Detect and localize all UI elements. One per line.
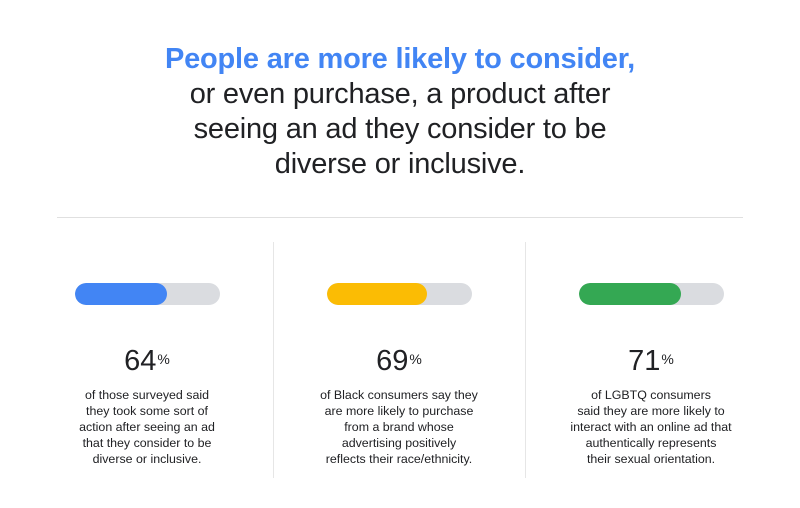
progress-bar-fill bbox=[326, 283, 427, 305]
description-line: authentically represents bbox=[585, 436, 717, 450]
progress-bar-fill bbox=[578, 283, 682, 305]
stat-description: of LGBTQ consumers said they are more li… bbox=[526, 387, 776, 467]
description-line: reflects their race/ethnicity. bbox=[325, 452, 473, 466]
description-line: advertising positively bbox=[341, 436, 457, 450]
description-line: that they consider to be bbox=[82, 436, 212, 450]
progress-bar-track bbox=[578, 283, 724, 305]
stat-number: 69 bbox=[376, 345, 409, 377]
stat-block-1: 64% of those surveyed said they took som… bbox=[22, 283, 272, 467]
description-line: interact with an online ad that bbox=[570, 420, 732, 434]
description-line: of LGBTQ consumers bbox=[591, 388, 711, 402]
headline: People are more likely to consider, or e… bbox=[0, 42, 800, 182]
headline-accent: People are more likely to consider, bbox=[164, 43, 636, 75]
stat-number: 64 bbox=[124, 345, 157, 377]
description-line: of those surveyed said bbox=[85, 388, 209, 402]
stat-unit: % bbox=[157, 351, 170, 367]
description-line: their sexual orientation. bbox=[586, 452, 716, 466]
stat-description: of those surveyed said they took some so… bbox=[22, 387, 272, 467]
headline-line-4: diverse or inclusive. bbox=[274, 148, 526, 180]
progress-bar-track bbox=[74, 283, 220, 305]
vertical-divider-1 bbox=[273, 242, 274, 478]
description-line: they took some sort of bbox=[86, 404, 208, 418]
description-line: are more likely to purchase bbox=[324, 404, 474, 418]
stat-block-3: 71% of LGBTQ consumers said they are mor… bbox=[526, 283, 776, 467]
headline-line-2: or even purchase, a product after bbox=[189, 78, 611, 110]
progress-bar-fill bbox=[74, 283, 168, 305]
stat-value: 69% bbox=[274, 345, 524, 377]
stat-description: of Black consumers say they are more lik… bbox=[274, 387, 524, 467]
vertical-divider-2 bbox=[525, 242, 526, 478]
description-line: action after seeing an ad bbox=[79, 420, 215, 434]
description-line: from a brand whose bbox=[344, 420, 454, 434]
horizontal-divider bbox=[57, 217, 743, 218]
description-line: of Black consumers say they bbox=[320, 388, 478, 402]
stat-block-2: 69% of Black consumers say they are more… bbox=[274, 283, 524, 467]
progress-bar-track bbox=[326, 283, 472, 305]
description-line: diverse or inclusive. bbox=[92, 452, 202, 466]
stat-unit: % bbox=[661, 351, 674, 367]
stat-value: 64% bbox=[22, 345, 272, 377]
stat-value: 71% bbox=[526, 345, 776, 377]
stat-number: 71 bbox=[628, 345, 661, 377]
stat-unit: % bbox=[409, 351, 422, 367]
description-line: said they are more likely to bbox=[577, 404, 725, 418]
headline-line-3: seeing an ad they consider to be bbox=[193, 113, 607, 145]
